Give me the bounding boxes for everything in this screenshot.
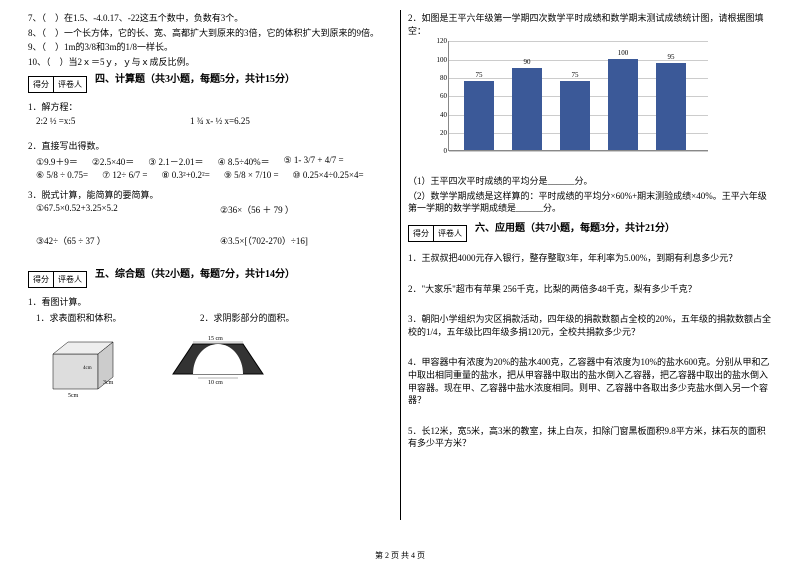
bar: 90 — [512, 68, 542, 151]
q5-1a: 1．求表面积和体积。 — [36, 311, 186, 324]
q4-3: 3．脱式计算，能简算的要简算。 — [28, 189, 392, 202]
q8: 8、（ ）一个长方体，它的长、宽、高都扩大到原来的3倍，它的体积扩大到原来的9倍… — [28, 27, 392, 40]
score-header: 得分 — [409, 226, 434, 241]
score-header: 得分 — [29, 77, 54, 92]
q4-1: 1．解方程： — [28, 101, 392, 114]
r2e: ⑩ 0.25×4÷0.25×4= — [293, 170, 364, 181]
page-footer: 第 2 页 共 4 页 — [0, 550, 800, 561]
r1d: ④ 8.5÷40%＝ — [218, 155, 270, 168]
r2d: ⑨ 5/8 × 7/10 = — [224, 170, 279, 181]
r2a: ⑥ 5/8 ÷ 0.75= — [36, 170, 88, 181]
q2: 2．如图是王平六年级第一学期四次数学平时成绩和数学期末测试成绩统计图，请根据图填… — [408, 12, 772, 37]
bar-value-label: 95 — [656, 53, 686, 61]
bar: 95 — [656, 63, 686, 150]
q6-2: 2．"大家乐"超市有苹果 256千克，比梨的两倍多48千克，梨有多少千克？ — [408, 283, 772, 296]
section-4-title: 四、计算题（共3小题，每题5分，共计15分） — [95, 70, 295, 85]
y-axis-label: 120 — [429, 37, 447, 45]
q10: 10、（ ）当2ｘ＝5ｙ，ｙ与ｘ成反比例。 — [28, 56, 392, 69]
bar: 75 — [464, 81, 494, 150]
score-header: 得分 — [29, 272, 54, 287]
cuboid-figure: 3cm 5cm 4cm — [48, 334, 118, 389]
bar-value-label: 75 — [560, 71, 590, 79]
eq1a: 2:2 ½ =x:5 — [36, 116, 176, 126]
q5-1: 1．看图计算。 — [28, 296, 392, 309]
score-box-4: 得分 评卷人 — [28, 76, 87, 93]
r3a: ①67.5×0.52+3.25×5.2 — [36, 203, 206, 216]
y-axis-label: 60 — [429, 92, 447, 100]
y-axis-label: 100 — [429, 56, 447, 64]
q9: 9、（ ）1m的3/8和3m的1/8一样长。 — [28, 41, 392, 54]
y-axis-label: 20 — [429, 129, 447, 137]
r2b: ⑦ 12÷ 6/7 = — [102, 170, 147, 181]
y-axis-label: 40 — [429, 111, 447, 119]
r1c: ③ 2.1－2.01＝ — [148, 155, 203, 168]
bar-value-label: 100 — [608, 49, 638, 57]
r1b: ②2.5×40＝ — [92, 155, 134, 168]
q7: 7、（ ）在1.5、-4.0.17、-22这五个数中，负数有3个。 — [28, 12, 392, 25]
grader-header: 评卷人 — [54, 272, 86, 287]
eq1b: 1 ¾ x- ½ x=6.25 — [190, 116, 250, 126]
grader-header: 评卷人 — [434, 226, 466, 241]
r3d: ④3.5×[（702-270）÷16] — [220, 234, 308, 247]
dim-15cm: 15 cm — [208, 336, 223, 342]
r3c: ③42÷（65 ÷ 37 ） — [36, 234, 206, 247]
score-box-6: 得分 评卷人 — [408, 225, 467, 242]
dim-10cm: 10 cm — [208, 380, 223, 386]
q5-1b: 2．求阴影部分的面积。 — [200, 311, 295, 324]
bar: 100 — [608, 59, 638, 151]
q2b: （2）数学学期成绩是这样算的：平时成绩的平均分×60%+期末测验成绩×40%。王… — [408, 190, 772, 215]
q6-5: 5．长12米，宽5米，高3米的教室，抹上白灰，扣除门窗黑板面积9.8平方米，抹石… — [408, 425, 772, 450]
q2a: （1）王平四次平时成绩的平均分是______分。 — [408, 175, 772, 188]
q6-3: 3．朝阳小学组织为灾区捐款活动，四年级的捐款数额占全校的20%，五年级的捐款数额… — [408, 313, 772, 338]
trapezoid-figure: 15 cm 10 cm — [168, 334, 248, 384]
grader-header: 评卷人 — [54, 77, 86, 92]
bar-value-label: 90 — [512, 58, 542, 66]
q4-2: 2．直接写出得数。 — [28, 140, 392, 153]
section-6-title: 六、应用题（共7小题，每题3分，共计21分） — [475, 219, 675, 234]
bar-chart: 02040608010012075907510095 — [428, 41, 728, 171]
dim-3cm: 3cm — [103, 380, 114, 386]
bar-value-label: 75 — [464, 71, 494, 79]
r2c: ⑧ 0.3²+0.2²= — [161, 170, 209, 181]
section-5-title: 五、综合题（共2小题，每题7分，共计14分） — [95, 265, 295, 280]
bar: 75 — [560, 81, 590, 150]
q6-1: 1．王叔叔把4000元存入银行，整存整取3年，年利率为5.00%，到期有利息多少… — [408, 252, 772, 265]
dim-4cm: 4cm — [83, 366, 92, 371]
r3b: ②36×（56 ＋ 79 ） — [220, 203, 294, 216]
y-axis-label: 80 — [429, 74, 447, 82]
q6-4: 4．甲容器中有浓度为20%的盐水400克，乙容器中有浓度为10%的盐水600克。… — [408, 356, 772, 406]
r1a: ①9.9＋9＝ — [36, 155, 78, 168]
y-axis-label: 0 — [429, 147, 447, 155]
score-box-5: 得分 评卷人 — [28, 271, 87, 288]
r1e: ⑤ 1- 3/7 + 4/7 = — [284, 155, 344, 168]
dim-5cm: 5cm — [68, 393, 79, 399]
